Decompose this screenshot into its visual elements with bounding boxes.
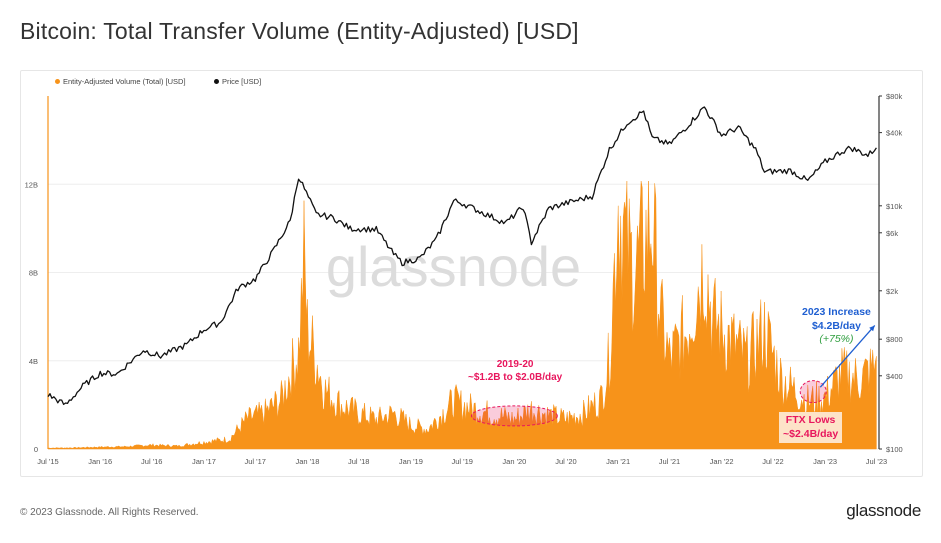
annotation-2023-arrow xyxy=(819,325,876,388)
x-tick-label-16: Jul '23 xyxy=(866,457,887,466)
x-tick-label-7: Jan '19 xyxy=(399,457,423,466)
legend-price-label: Price [USD] xyxy=(222,77,262,86)
y-right-tick-label-5: $10k xyxy=(886,202,903,211)
y-right-tick-label-7: $80k xyxy=(886,92,903,101)
y-left-tick-label-2: 8B xyxy=(29,269,38,278)
y-left-tick-label-3: 12B xyxy=(25,180,38,189)
x-tick-label-14: Jul '22 xyxy=(762,457,783,466)
footer-copyright: © 2023 Glassnode. All Rights Reserved. xyxy=(20,507,199,518)
chart-frame: glassnode 0 4B 8B 12B $100 $400 $800 $2k $6k $10k $… xyxy=(20,70,923,477)
watermark: glassnode xyxy=(326,235,581,298)
x-tick-label-10: Jul '20 xyxy=(555,457,576,466)
y-left-tick-label-1: 4B xyxy=(29,357,38,366)
annotation-ftx-line1: FTX Lows xyxy=(785,414,836,426)
x-tick-label-13: Jan '22 xyxy=(710,457,734,466)
x-tick-label-6: Jul '18 xyxy=(348,457,369,466)
annotation-2019-20-line1: 2019-20 xyxy=(496,359,534,370)
y-right-tick-label-2: $800 xyxy=(886,335,903,344)
x-tick-label-0: Jul '15 xyxy=(37,457,58,466)
y-left-tick-label-0: 0 xyxy=(34,445,38,454)
annotation-ftx-ellipse xyxy=(799,380,827,404)
y-right-tick-label-1: $400 xyxy=(886,372,903,381)
y-right-tick-label-6: $40k xyxy=(886,129,903,138)
y-right-tick-label-4: $6k xyxy=(886,229,898,238)
x-tick-label-3: Jan '17 xyxy=(192,457,216,466)
series-price-line xyxy=(47,106,877,406)
y-right-tick-label-0: $100 xyxy=(886,445,903,454)
annotation-2023-line3: (+75%) xyxy=(819,333,854,346)
legend-price-swatch xyxy=(214,79,219,84)
annotation-2019-20-line2: ~$1.2B to $2.0B/day xyxy=(468,372,563,383)
y-right-tick-label-3: $2k xyxy=(886,287,898,296)
x-tick-label-12: Jul '21 xyxy=(659,457,680,466)
annotation-2023-line2: $4.2B/day xyxy=(811,319,861,332)
x-tick-label-5: Jan '18 xyxy=(295,457,319,466)
annotation-2023-line1: 2023 Increase xyxy=(802,306,871,318)
annotation-2023-arrowhead xyxy=(869,325,875,332)
x-tick-label-11: Jan '21 xyxy=(606,457,630,466)
legend-volume-label: Entity-Adjusted Volume (Total) [USD] xyxy=(63,77,186,86)
x-tick-label-8: Jul '19 xyxy=(451,457,472,466)
footer-logo: glassnode xyxy=(846,501,921,520)
annotation-ftx-line2: ~$2.4B/day xyxy=(783,427,839,440)
x-tick-label-2: Jul '16 xyxy=(141,457,162,466)
legend-volume[interactable]: Entity-Adjusted Volume (Total) [USD] xyxy=(55,77,186,86)
page-title: Bitcoin: Total Transfer Volume (Entity-A… xyxy=(20,18,579,44)
legend-volume-swatch xyxy=(55,79,60,84)
annotation-2023: 2023 Increase $4.2B/day (+75%) xyxy=(802,306,871,347)
x-tick-label-1: Jan '16 xyxy=(88,457,112,466)
legend-price[interactable]: Price [USD] xyxy=(214,77,261,86)
series-volume-area xyxy=(47,180,877,450)
x-tick-label-4: Jul '17 xyxy=(245,457,266,466)
annotation-2019-20: 2019-20 ~$1.2B to $2.0B/day xyxy=(468,358,562,384)
annotation-ftx: FTX Lows ~$2.4B/day xyxy=(779,412,843,444)
annotation-2019-20-ellipse xyxy=(470,405,558,427)
chart: glassnode 0 4B 8B 12B $100 $400 $800 $2k $6k $10k $… xyxy=(25,92,903,466)
x-tick-label-15: Jan '23 xyxy=(813,457,837,466)
x-tick-label-9: Jan '20 xyxy=(502,457,526,466)
